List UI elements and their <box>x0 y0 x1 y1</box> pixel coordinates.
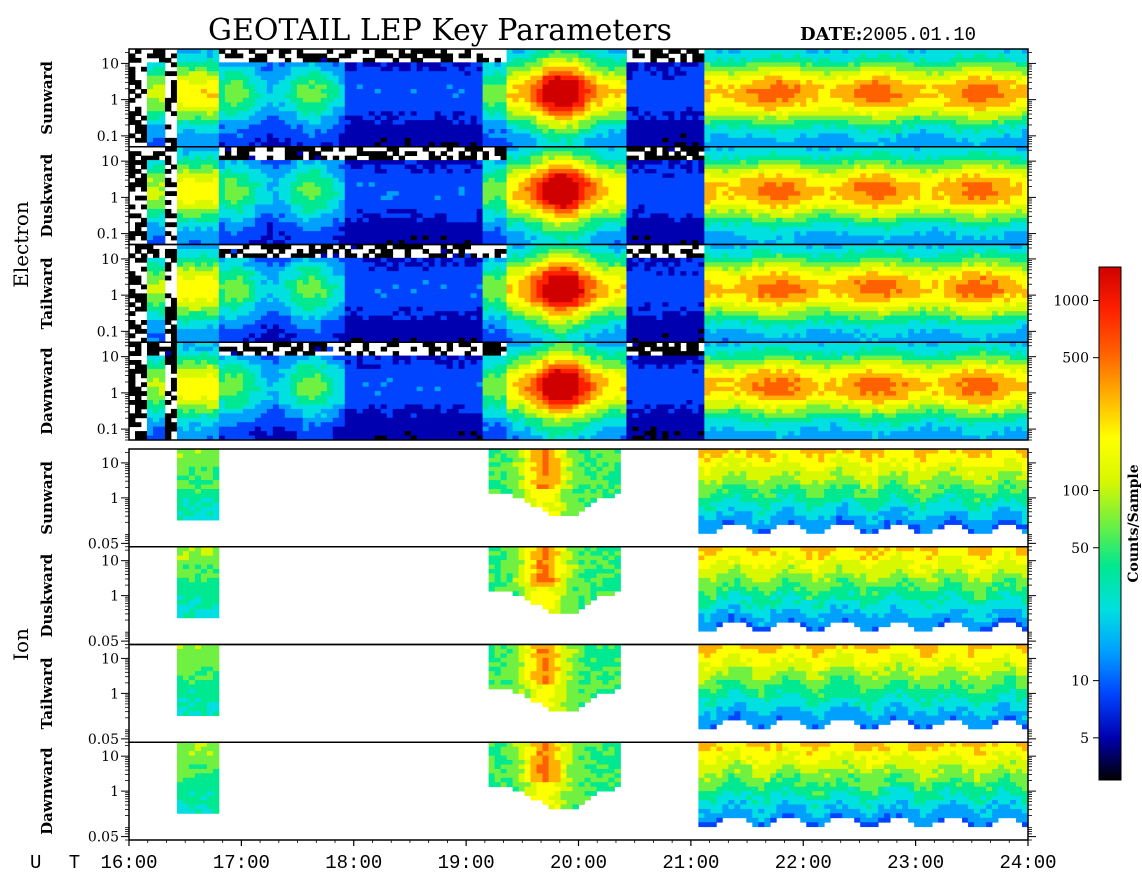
spectrogram <box>176 449 1029 534</box>
spectrogram <box>176 644 1029 730</box>
group-labels: Electron Ion <box>9 201 33 661</box>
panel-label: Tailward <box>38 257 56 329</box>
x-tick-label: 16:00 <box>100 852 157 874</box>
y-tick-label: 1 <box>110 686 119 702</box>
y-tick-label: 0.05 <box>88 830 119 846</box>
y-tick-label: 0.1 <box>97 422 119 438</box>
y-tick-label: 1 <box>110 288 119 304</box>
panel-label: Sunward <box>38 61 56 135</box>
y-tick-label: 10 <box>101 456 119 472</box>
y-tick-label: 1 <box>110 93 119 109</box>
x-tick-label: 22:00 <box>775 852 832 874</box>
y-tick-label: 0.1 <box>97 324 119 340</box>
group-label-ion: Ion <box>9 628 33 661</box>
panel-ion-sunward: 10 1 0.05 Sunward <box>38 448 1036 552</box>
x-tick-label: 18:00 <box>325 852 382 874</box>
chart-title: GEOTAIL LEP Key Parameters <box>208 13 672 48</box>
y-tick-label: 10 <box>101 554 119 570</box>
colorbar: 1000 500 100 50 10 5 Counts/Sample <box>1053 266 1142 781</box>
x-tick-label: 20:00 <box>550 852 607 874</box>
panel-label: Duskward <box>38 553 56 637</box>
y-tick-label: 10 <box>101 350 119 366</box>
panel-label: Tailward <box>38 657 56 729</box>
spectrogram <box>176 546 1029 632</box>
panel-electron-tailward: 10 1 0.1 Tailward <box>38 243 1036 343</box>
y-tick-label: 1 <box>110 190 119 206</box>
x-tick-label: 23:00 <box>887 852 944 874</box>
x-axis-label: U T <box>30 852 88 874</box>
x-tick-label: 24:00 <box>999 852 1056 874</box>
panel-label: Duskward <box>38 153 56 237</box>
colorbar-tick-label: 500 <box>1062 351 1089 367</box>
colorbar-tick-label: 100 <box>1062 484 1089 500</box>
y-tick-label: 10 <box>101 56 119 72</box>
panel-label: Sunward <box>38 461 56 535</box>
panel-electron-dawnward: 10 1 0.1 Dawnward <box>38 341 1036 441</box>
y-tick-label: 0.05 <box>88 634 119 650</box>
panel-electron-sunward: 10 1 0.1 Sunward <box>38 48 1036 148</box>
spectrogram <box>129 146 1029 245</box>
colorbar-label: Counts/Sample <box>1126 464 1142 582</box>
spectrogram <box>129 342 1029 441</box>
x-tick-label: 19:00 <box>438 852 495 874</box>
colorbar-tick-label: 5 <box>1080 731 1089 747</box>
y-tick-label: 1 <box>110 386 119 402</box>
y-tick-label: 10 <box>101 749 119 765</box>
panel-electron-duskward: 10 1 0.1 Duskward <box>38 146 1036 246</box>
panel-ion-tailward: 10 1 0.05 Tailward <box>38 643 1036 748</box>
y-tick-label: 1 <box>110 784 119 800</box>
spectrogram <box>129 244 1029 343</box>
panels: 10 1 0.1 Sunward 10 1 0.1 Duskward 10 1 0.1 Tailwar… <box>38 48 1036 846</box>
x-axis: U T 16:00 17:00 18:00 19:00 20:00 21:00 22:00 23… <box>30 840 1057 874</box>
y-tick-label: 10 <box>101 651 119 667</box>
panel-frame <box>128 341 1029 441</box>
group-label-electron: Electron <box>9 201 33 288</box>
y-tick-label: 0.05 <box>88 732 119 748</box>
colorbar-gradient <box>1098 266 1122 781</box>
date-value: 2005.01.10 <box>862 24 976 46</box>
panel-label: Dawnward <box>38 747 56 835</box>
y-tick-label: 0.05 <box>88 536 119 552</box>
x-tick-label: 17:00 <box>213 852 270 874</box>
colorbar-tick-label: 10 <box>1071 674 1089 690</box>
y-tick-label: 1 <box>110 589 119 605</box>
y-tick-label: 0.1 <box>97 227 119 243</box>
panel-ion-dawnward: 10 1 0.05 Dawnward <box>38 741 1036 846</box>
colorbar-tick-label: 50 <box>1071 541 1089 557</box>
panel-label: Dawnward <box>38 347 56 435</box>
y-tick-label: 0.1 <box>97 129 119 145</box>
date-label: DATE: <box>800 24 862 45</box>
x-tick-label: 21:00 <box>662 852 719 874</box>
panel-ion-duskward: 10 1 0.05 Duskward <box>38 546 1036 650</box>
spectrogram <box>129 49 1029 148</box>
y-tick-label: 10 <box>101 252 119 268</box>
colorbar-tick-label: 1000 <box>1053 293 1089 309</box>
y-tick-label: 10 <box>101 154 119 170</box>
spectrogram <box>176 742 1029 828</box>
y-tick-label: 1 <box>110 491 119 507</box>
